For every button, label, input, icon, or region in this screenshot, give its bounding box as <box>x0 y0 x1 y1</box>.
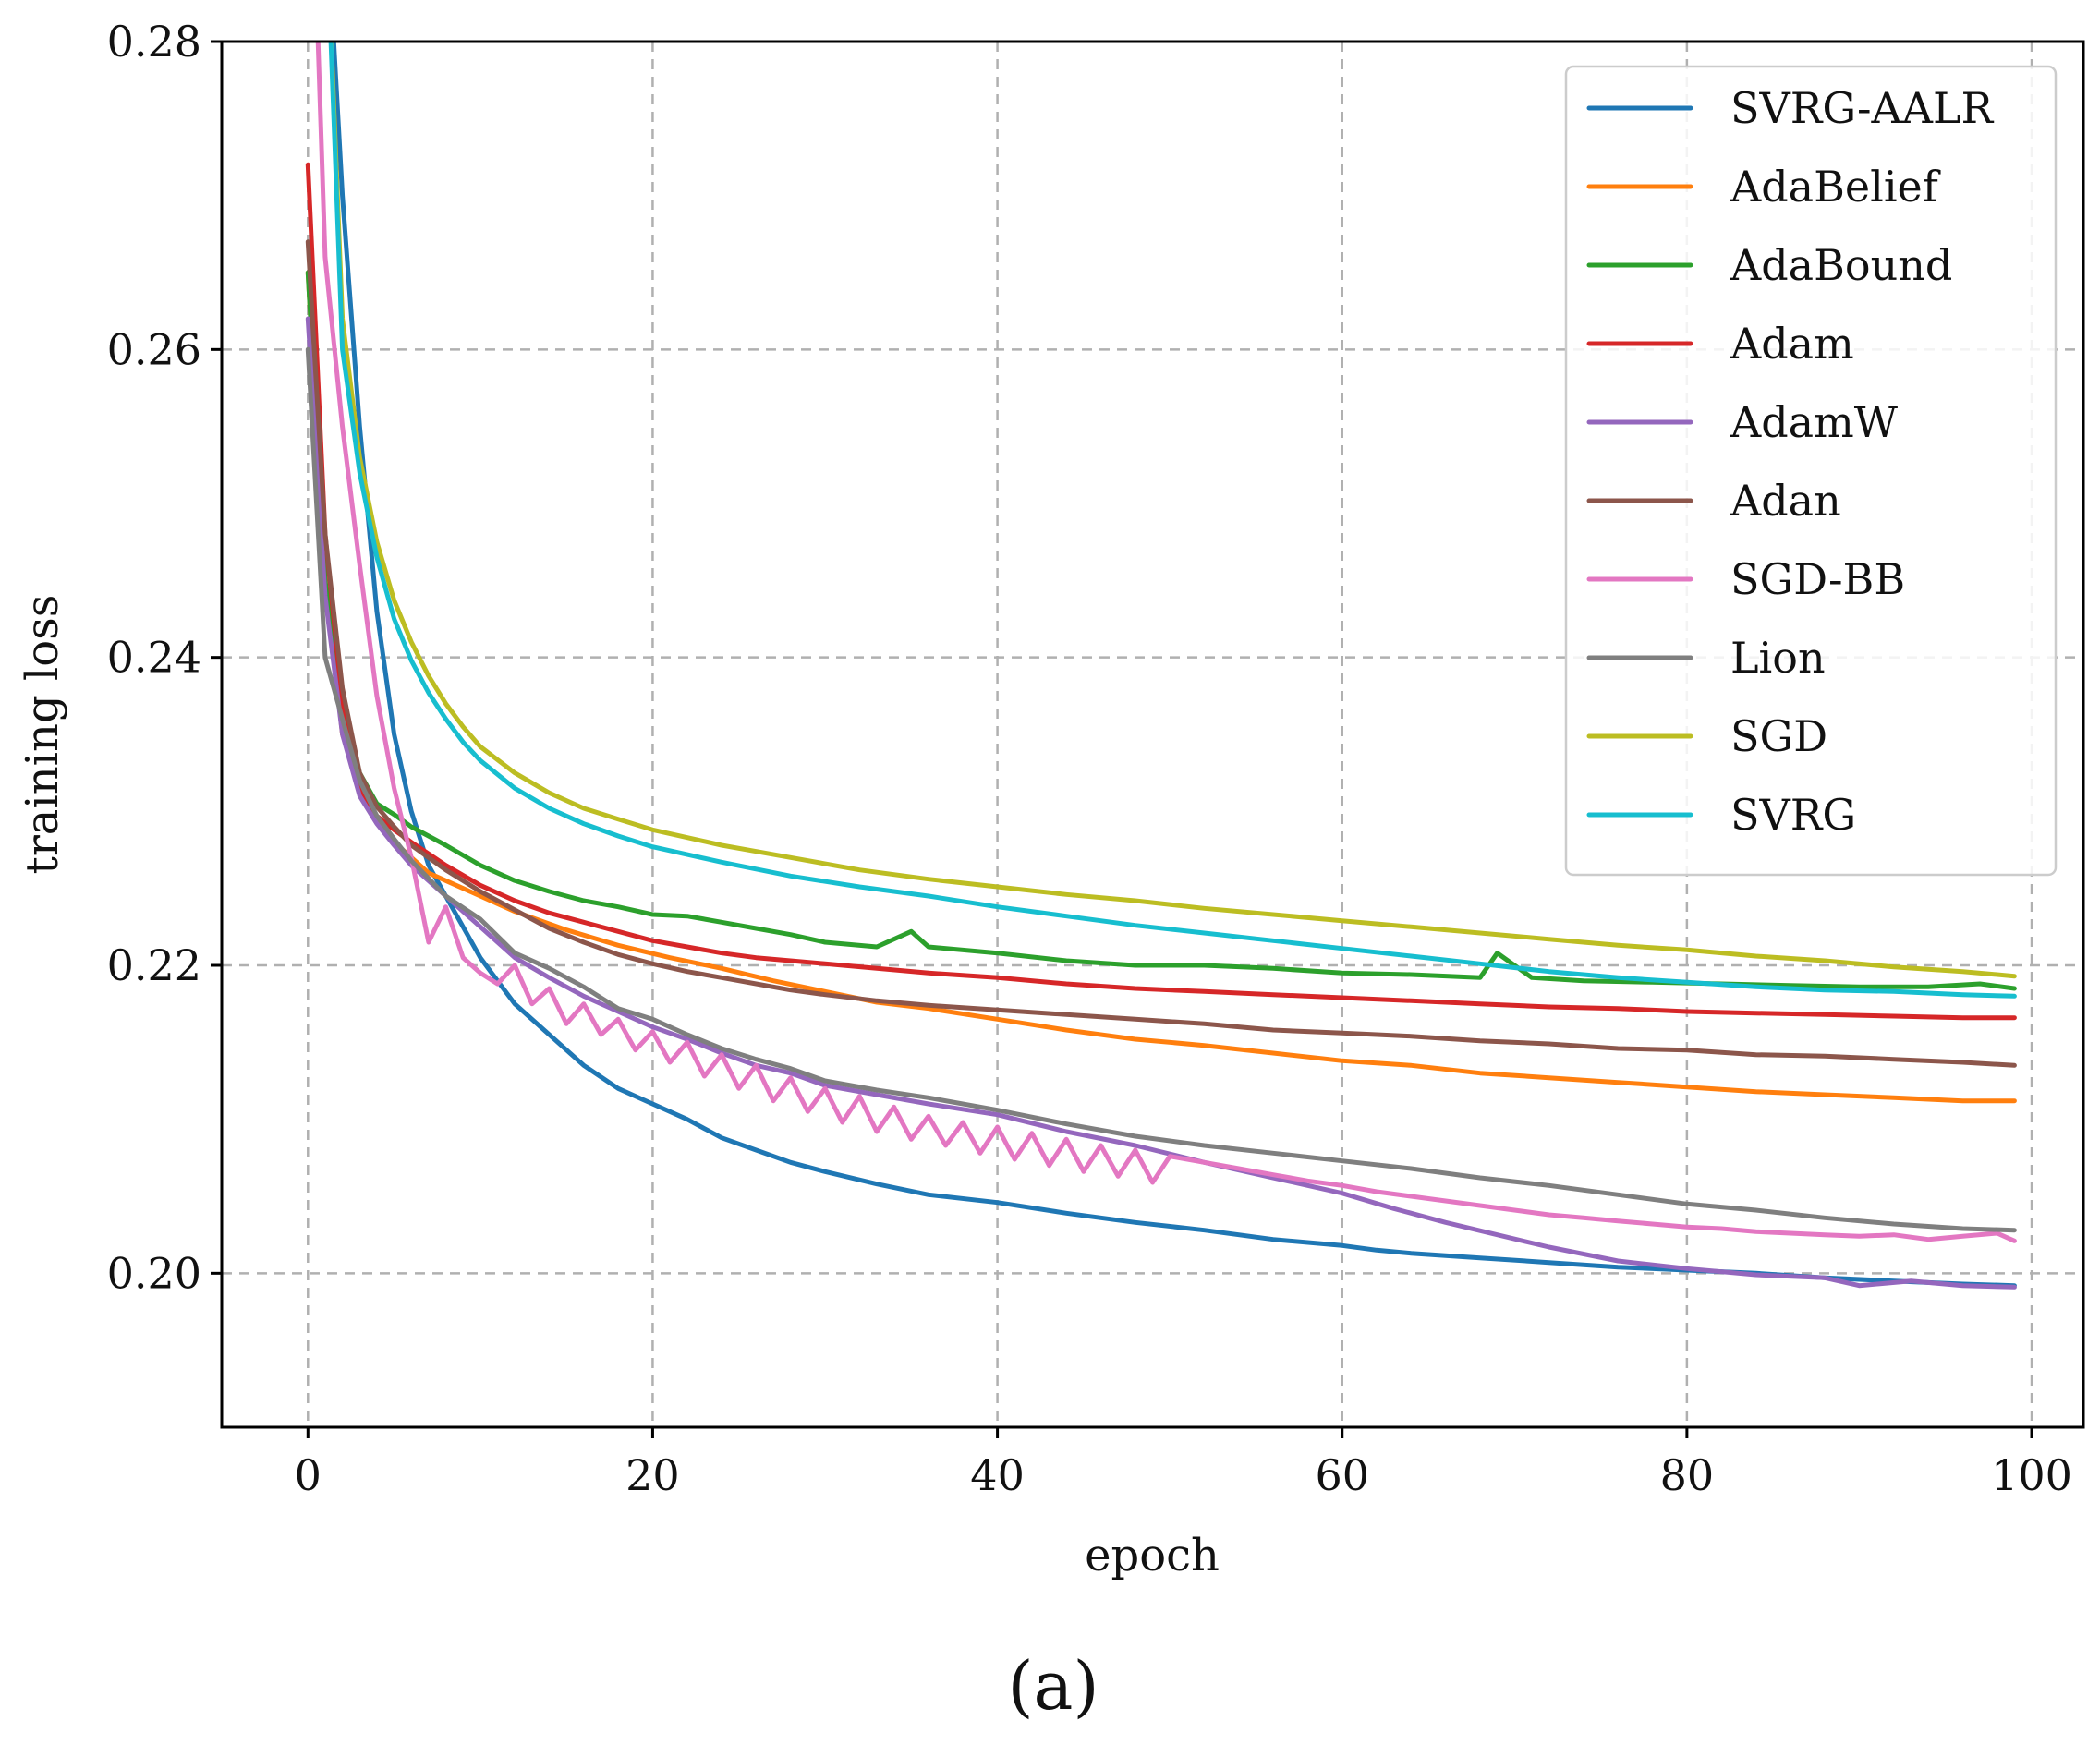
series-line-lion <box>305 346 2017 1233</box>
legend-label-adabelief: AdaBelief <box>1730 162 1941 212</box>
x-tick-label: 80 <box>1660 1450 1715 1500</box>
y-tick-label: 0.24 <box>107 633 201 683</box>
legend-label-sgd-bb: SGD-BB <box>1730 554 1905 604</box>
x-axis-ticks: 0 20 40 60 80 100 <box>295 1427 2072 1500</box>
y-tick-label: 0.28 <box>107 17 201 67</box>
x-tick-label: 100 <box>1991 1450 2072 1500</box>
x-tick-label: 0 <box>295 1450 322 1500</box>
x-axis-label: epoch <box>1085 1530 1220 1581</box>
series-line-adan <box>305 239 2017 1068</box>
x-tick-label: 60 <box>1315 1450 1369 1500</box>
y-axis-ticks: 0.20 0.22 0.24 0.26 0.28 <box>107 17 222 1298</box>
legend-label-adamw: AdamW <box>1730 397 1899 447</box>
legend-label-svrg: SVRG <box>1730 790 1856 840</box>
legend-label-adam: Adam <box>1730 319 1854 369</box>
figure-caption: (a) <box>1007 1647 1099 1725</box>
legend-label-adabound: AdaBound <box>1730 240 1952 290</box>
y-tick-label: 0.26 <box>107 324 201 374</box>
series-layer <box>305 42 2017 1290</box>
series-line-svrg <box>328 42 2017 999</box>
legend-label-svrg-aalr: SVRG-AALR <box>1730 83 1994 133</box>
y-axis-label: training loss <box>17 595 68 875</box>
series-line-adabound <box>305 270 2017 991</box>
series-line-sgd <box>329 42 2017 979</box>
legend: SVRG-AALR AdaBelief AdaBound Adam AdamW Adan S… <box>1564 65 2058 877</box>
plot-frame <box>220 40 2085 1429</box>
y-tick-label: 0.22 <box>107 940 201 990</box>
x-tick-label: 40 <box>970 1450 1025 1500</box>
series-line-sgd-bb <box>315 42 2017 1243</box>
legend-label-lion: Lion <box>1730 633 1826 683</box>
legend-label-sgd: SGD <box>1730 711 1827 761</box>
legend-frame <box>1564 65 2058 877</box>
x-tick-label: 20 <box>625 1450 680 1500</box>
y-tick-label: 0.20 <box>107 1248 201 1298</box>
legend-label-adan: Adan <box>1730 476 1841 526</box>
